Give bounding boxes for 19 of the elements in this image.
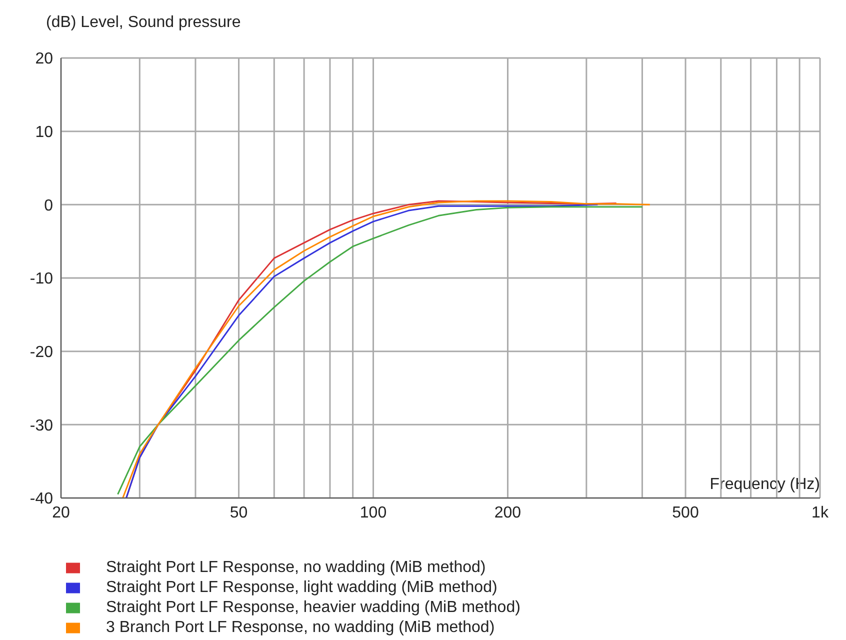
legend-label: Straight Port LF Response, heavier wadding (MiB method) bbox=[106, 599, 520, 616]
y-tick-label: 0 bbox=[44, 197, 54, 214]
x-tick-label: 20 bbox=[52, 504, 70, 522]
y-tick-label: -10 bbox=[30, 270, 54, 288]
x-tick-label: 50 bbox=[230, 504, 248, 522]
y-axis-title: (dB) Level, Sound pressure bbox=[46, 14, 241, 32]
y-tick-label: 10 bbox=[35, 124, 54, 142]
y-tick-label: -20 bbox=[30, 344, 54, 362]
y-tick-label: -40 bbox=[30, 490, 54, 508]
x-tick-label: 1k bbox=[812, 504, 830, 522]
x-tick-label: 100 bbox=[360, 504, 387, 522]
legend-label: Straight Port LF Response, no wadding (MiB method) bbox=[106, 559, 486, 576]
legend-label: 3 Branch Port LF Response, no wadding (MiB method) bbox=[106, 619, 495, 636]
y-tick-label: 20 bbox=[35, 50, 54, 68]
legend-label: Straight Port LF Response, light wadding (MiB method) bbox=[106, 579, 498, 596]
x-tick-label: 200 bbox=[494, 504, 522, 522]
y-tick-label: -30 bbox=[30, 417, 54, 434]
x-axis-title: Frequency (Hz) bbox=[710, 476, 820, 494]
x-tick-label: 500 bbox=[672, 504, 699, 522]
